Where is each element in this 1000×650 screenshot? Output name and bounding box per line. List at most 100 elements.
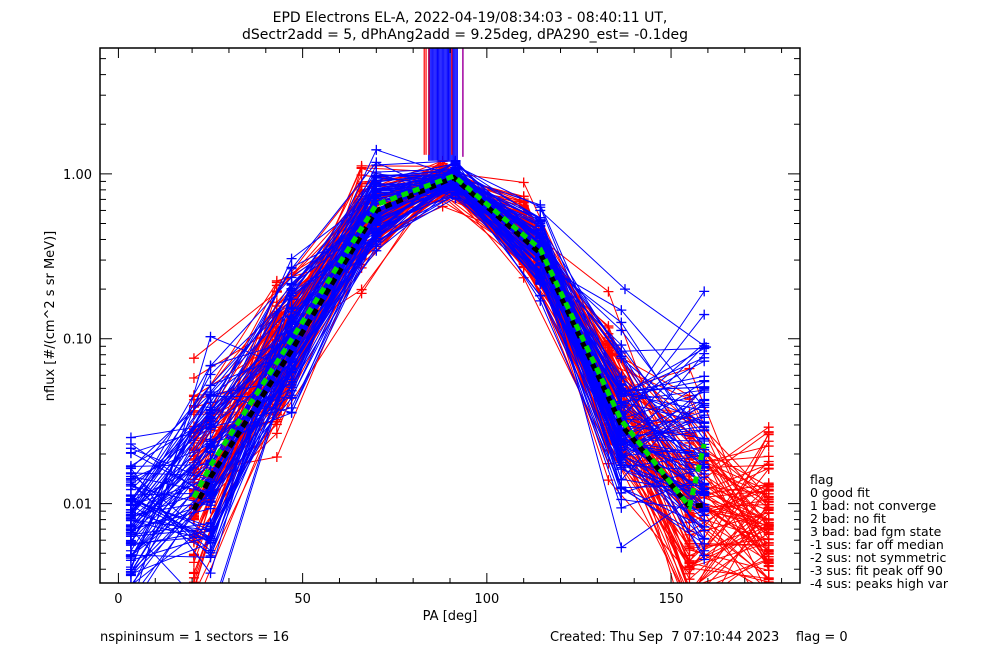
- blue-trace-marker: [205, 424, 216, 435]
- fit-line: [191, 173, 707, 513]
- blue-trace-marker: [126, 586, 136, 596]
- blue-trace-marker: [371, 236, 382, 247]
- red-trace-marker: [764, 586, 774, 596]
- blue-trace-marker: [535, 236, 546, 247]
- blue-trace: [130, 171, 705, 450]
- blue-trace-marker: [205, 413, 216, 424]
- red-trace-marker: [763, 486, 774, 497]
- blue-trace: [130, 173, 705, 543]
- red-trace-marker: [684, 587, 694, 597]
- blue-trace-marker: [286, 294, 297, 305]
- blue-trace-marker: [699, 455, 710, 466]
- blue-trace-marker: [206, 615, 216, 625]
- blue-trace-marker: [205, 535, 216, 546]
- blue-trace-marker: [699, 468, 710, 479]
- blue-trace: [130, 174, 705, 557]
- legend-entry: 1 bad: not converge: [810, 498, 936, 513]
- blue-trace-marker: [616, 542, 627, 553]
- blue-trace-marker: [125, 479, 136, 490]
- blue-trace-marker: [616, 305, 627, 316]
- red-trace-marker: [764, 592, 774, 602]
- red-trace-marker: [763, 451, 774, 462]
- red-trace-marker: [189, 589, 199, 599]
- blue-trace-marker: [205, 488, 216, 499]
- x-tick-label: 0: [114, 592, 122, 607]
- red-trace-marker: [271, 275, 282, 286]
- red-trace-marker: [684, 600, 694, 610]
- blue-trace-marker: [699, 286, 710, 297]
- red-trace-marker: [684, 606, 694, 616]
- blue-trace: [130, 191, 705, 575]
- blue-trace-marker: [125, 443, 136, 454]
- x-tick-label: 100: [474, 592, 499, 607]
- blue-trace-marker: [616, 346, 627, 357]
- blue-trace-marker: [699, 309, 710, 320]
- blue-trace-marker: [286, 285, 297, 296]
- blue-trace-marker: [535, 217, 546, 228]
- blue-trace-marker: [206, 609, 216, 619]
- red-trace-marker: [763, 517, 774, 528]
- blue-trace: [130, 168, 705, 467]
- blue-trace: [130, 170, 705, 551]
- blue-trace-marker: [371, 219, 382, 230]
- red-trace-marker: [684, 584, 694, 594]
- legend-title: flag: [810, 472, 833, 487]
- blue-trace-marker: [286, 253, 297, 264]
- red-trace-marker: [356, 284, 367, 295]
- legend-entry: -1 sus: far off median: [810, 537, 944, 552]
- saturated-band: [423, 48, 464, 161]
- red-trace-marker: [188, 353, 199, 364]
- blue-trace-marker: [126, 603, 136, 613]
- outlier-marker: [701, 342, 712, 353]
- blue-trace: [130, 182, 705, 502]
- red-trace-marker: [684, 563, 695, 574]
- red-trace-marker: [271, 452, 282, 463]
- red-trace-marker: [271, 428, 282, 439]
- blue-trace-marker: [616, 464, 627, 475]
- footer-right: Created: Thu Sep 7 07:10:44 2023 flag = …: [550, 630, 848, 645]
- red-trace-marker: [763, 460, 774, 471]
- x-tick-label: 150: [659, 592, 684, 607]
- outlier-marker: [535, 205, 546, 216]
- blue-trace-marker: [616, 317, 627, 328]
- blue-trace-marker: [699, 510, 710, 521]
- blue-trace-marker: [699, 352, 710, 363]
- x-tick-label: 50: [294, 592, 311, 607]
- blue-trace-marker: [205, 438, 216, 449]
- blue-trace-marker: [286, 310, 297, 321]
- red-trace-marker: [684, 529, 695, 540]
- blue-trace-marker: [371, 144, 382, 155]
- red-trace-marker: [764, 610, 774, 620]
- blue-trace-marker: [286, 262, 297, 273]
- blue-trace-marker: [450, 192, 461, 203]
- y-tick-label: 0.10: [63, 333, 92, 348]
- blue-trace-marker: [205, 568, 216, 579]
- blue-trace-marker: [699, 343, 710, 354]
- blue-trace-marker: [205, 503, 216, 514]
- blue-trace-marker: [699, 376, 710, 387]
- red-trace-marker: [684, 587, 694, 597]
- blue-trace: [130, 197, 705, 542]
- red-trace-marker: [356, 160, 367, 171]
- legend-entry: -3 sus: fit peak off 90: [810, 563, 943, 578]
- blue-trace: [221, 177, 705, 583]
- red-trace-marker: [763, 545, 774, 556]
- outlier-marker: [620, 284, 630, 295]
- red-trace-marker: [189, 583, 199, 593]
- blue-trace-marker: [616, 502, 627, 513]
- legend-entry: 2 bad: no fit: [810, 511, 886, 526]
- blue-trace-marker: [286, 319, 297, 330]
- blue-trace-marker: [126, 584, 136, 594]
- blue-trace-marker: [205, 404, 216, 415]
- red-trace-marker: [764, 587, 774, 597]
- red-trace-marker: [684, 590, 694, 600]
- blue-trace-marker: [286, 407, 297, 418]
- blue-trace-marker: [205, 380, 216, 391]
- blue-trace: [130, 176, 705, 554]
- blue-trace: [130, 176, 705, 530]
- blue-trace-marker: [125, 515, 136, 526]
- red-trace-marker: [684, 540, 695, 551]
- blue-trace-marker: [699, 533, 710, 544]
- title-line-1: EPD Electrons EL-A, 2022-04-19/08:34:03 …: [273, 10, 668, 26]
